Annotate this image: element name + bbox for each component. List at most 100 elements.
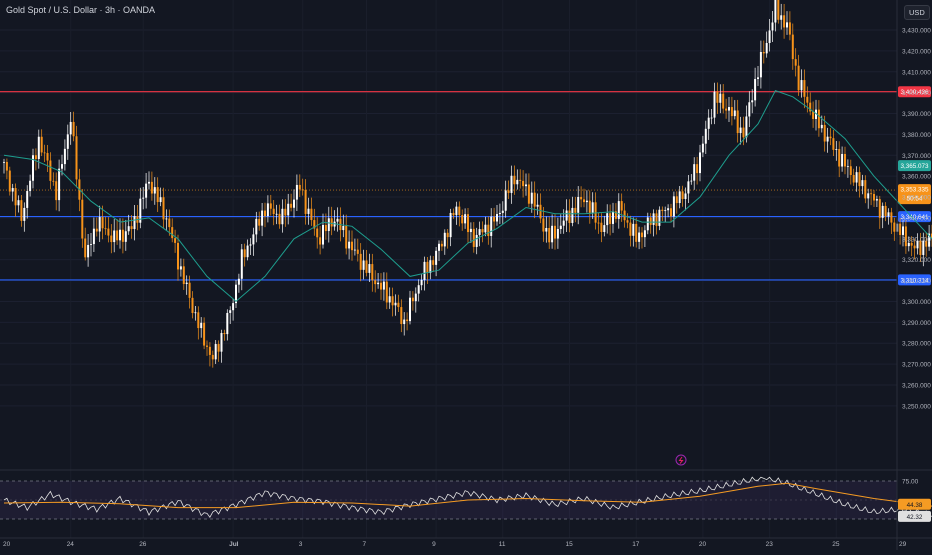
candle[interactable] [66, 134, 69, 149]
candle[interactable] [20, 200, 23, 221]
candle[interactable] [487, 224, 490, 236]
candle[interactable] [319, 237, 322, 245]
candle[interactable] [365, 260, 368, 273]
candle[interactable] [139, 198, 142, 223]
candle[interactable] [371, 264, 374, 281]
candle[interactable] [672, 196, 675, 217]
candle[interactable] [832, 138, 835, 150]
candle[interactable] [748, 102, 751, 117]
candle[interactable] [812, 111, 815, 120]
candle[interactable] [522, 180, 525, 187]
candle[interactable] [919, 240, 922, 255]
candle[interactable] [92, 228, 95, 245]
candle[interactable] [510, 175, 513, 193]
candle[interactable] [646, 217, 649, 231]
candle[interactable] [643, 230, 646, 238]
candle[interactable] [913, 245, 916, 249]
candle[interactable] [243, 249, 246, 258]
candle[interactable] [388, 296, 391, 303]
candle[interactable] [377, 282, 380, 285]
candle[interactable] [809, 102, 812, 112]
candle[interactable] [907, 242, 910, 247]
candle[interactable] [104, 228, 107, 230]
candle[interactable] [98, 217, 101, 232]
candle[interactable] [281, 208, 284, 225]
candle[interactable] [574, 207, 577, 213]
candle[interactable] [641, 232, 643, 238]
candle[interactable] [835, 149, 838, 150]
candle[interactable] [278, 213, 281, 225]
candle[interactable] [226, 312, 229, 335]
candle[interactable] [200, 322, 203, 329]
candle[interactable] [37, 136, 40, 160]
candle[interactable] [58, 168, 61, 201]
candle[interactable] [774, 0, 777, 23]
candle[interactable] [864, 180, 867, 199]
candle[interactable] [710, 117, 713, 119]
candle[interactable] [800, 80, 803, 91]
candle[interactable] [316, 228, 319, 238]
candle[interactable] [664, 210, 667, 212]
candle[interactable] [255, 218, 258, 235]
candle[interactable] [730, 107, 733, 117]
candle[interactable] [101, 217, 104, 229]
candle[interactable] [400, 307, 403, 325]
candle[interactable] [635, 223, 638, 242]
candle[interactable] [420, 279, 423, 286]
candle[interactable] [527, 184, 530, 204]
candle[interactable] [719, 93, 722, 103]
candle[interactable] [759, 52, 762, 78]
candle[interactable] [658, 209, 661, 226]
candle[interactable] [542, 218, 545, 232]
candle[interactable] [8, 170, 11, 192]
candle[interactable] [713, 91, 716, 118]
candle[interactable] [269, 203, 272, 209]
candle[interactable] [313, 220, 316, 229]
candle[interactable] [310, 208, 313, 221]
candle[interactable] [220, 333, 223, 352]
candle[interactable] [797, 65, 800, 91]
candle[interactable] [844, 153, 846, 167]
candle[interactable] [904, 226, 907, 247]
candle[interactable] [777, 0, 780, 20]
candle[interactable] [165, 218, 168, 220]
candle[interactable] [40, 136, 43, 153]
candle[interactable] [554, 225, 556, 239]
candle[interactable] [348, 241, 351, 249]
candle[interactable] [838, 149, 841, 167]
candle[interactable] [667, 208, 670, 211]
candle[interactable] [461, 215, 464, 224]
candle[interactable] [545, 227, 548, 232]
candle[interactable] [704, 128, 707, 144]
candle[interactable] [751, 100, 754, 103]
candle[interactable] [701, 143, 704, 153]
candle[interactable] [655, 213, 658, 226]
candle[interactable] [493, 216, 496, 222]
candle[interactable] [208, 346, 211, 355]
candle[interactable] [472, 228, 475, 247]
candle[interactable] [429, 260, 432, 274]
candle[interactable] [330, 218, 333, 227]
candle[interactable] [815, 109, 817, 120]
candle[interactable] [409, 297, 411, 322]
candle[interactable] [438, 243, 440, 251]
candle[interactable] [525, 184, 527, 187]
candle[interactable] [246, 245, 249, 258]
candle[interactable] [699, 152, 701, 174]
candle[interactable] [394, 302, 397, 306]
candle[interactable] [791, 34, 794, 60]
level-lines[interactable]: 3,400.4363,400.4363,340.6413,340.6413,31… [0, 74, 932, 298]
candle[interactable] [629, 222, 632, 236]
candle[interactable] [516, 179, 519, 185]
candle[interactable] [841, 153, 844, 167]
candle[interactable] [620, 201, 623, 211]
candle[interactable] [75, 136, 78, 180]
candle[interactable] [177, 242, 179, 270]
candle[interactable] [530, 192, 533, 204]
candle[interactable] [588, 200, 591, 213]
candle[interactable] [174, 238, 177, 243]
candle[interactable] [742, 127, 745, 138]
candle[interactable] [435, 250, 438, 265]
